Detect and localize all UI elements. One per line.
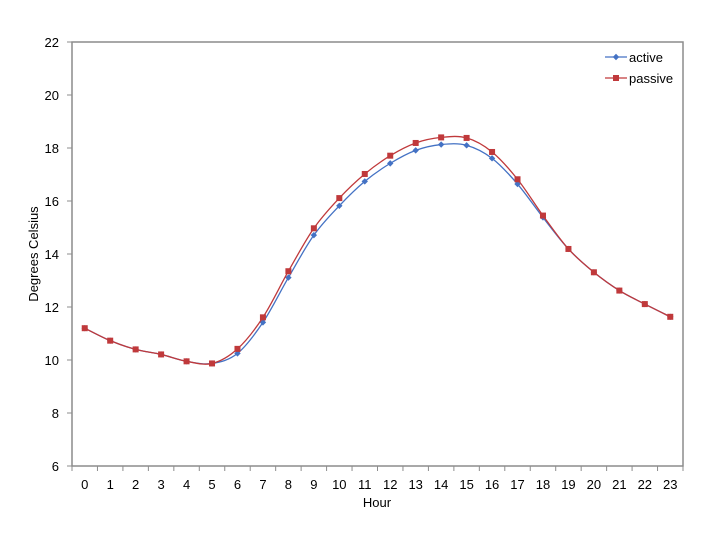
- x-tick-label: 19: [561, 477, 575, 492]
- passive-marker: [336, 195, 343, 202]
- active-marker: [285, 274, 292, 281]
- passive-marker: [285, 268, 292, 275]
- y-tick-label: 22: [45, 35, 59, 50]
- x-tick-label: 11: [358, 477, 372, 492]
- x-tick-label: 1: [107, 477, 114, 492]
- x-tick-label: 0: [81, 477, 88, 492]
- x-tick-label: 18: [536, 477, 550, 492]
- active-marker: [488, 155, 496, 162]
- x-tick-label: 4: [183, 477, 190, 492]
- x-tick-label: 10: [332, 477, 346, 492]
- x-tick-label: 7: [259, 477, 266, 492]
- plot-area: [71, 41, 684, 467]
- passive-marker: [361, 170, 368, 177]
- y-tick-label: 10: [45, 353, 59, 368]
- x-axis-title: Hour: [363, 495, 392, 510]
- legend-marker-icon: [612, 53, 620, 61]
- active-marker: [437, 141, 445, 148]
- x-tick-label: 12: [383, 477, 397, 492]
- legend-marker-icon: [613, 75, 619, 81]
- y-axis: 6 8 10 12 14 16 18 20 22: [45, 35, 72, 474]
- passive-marker: [310, 225, 317, 232]
- y-tick-label: 6: [52, 459, 59, 474]
- active-marker: [361, 178, 368, 185]
- legend-label: active: [629, 50, 663, 65]
- x-tick-label: 8: [285, 477, 292, 492]
- legend-item-passive: passive: [605, 71, 673, 86]
- passive-marker: [158, 351, 165, 358]
- legend: active passive: [605, 50, 673, 86]
- active-marker: [336, 202, 343, 209]
- legend-item-active: active: [605, 50, 663, 65]
- passive-marker: [565, 245, 572, 252]
- passive-marker: [107, 337, 114, 344]
- passive-marker: [387, 152, 394, 159]
- passive-marker: [81, 325, 88, 332]
- y-tick-label: 8: [52, 406, 59, 421]
- x-tick-label: 6: [234, 477, 241, 492]
- passive-marker: [539, 212, 546, 219]
- series-layer: [81, 134, 674, 367]
- passive-marker: [209, 360, 216, 367]
- y-tick-label: 18: [45, 141, 59, 156]
- y-tick-label: 16: [45, 194, 59, 209]
- x-tick-label: 9: [310, 477, 317, 492]
- active-marker: [463, 142, 470, 149]
- passive-marker: [489, 148, 496, 155]
- x-tick-label: 15: [459, 477, 473, 492]
- passive-marker: [667, 313, 674, 320]
- passive-marker: [590, 269, 597, 276]
- passive-marker: [616, 287, 623, 294]
- passive-marker: [234, 345, 241, 352]
- x-tick-label: 14: [434, 477, 448, 492]
- passive-marker: [259, 314, 266, 321]
- active-marker: [387, 160, 394, 167]
- passive-marker: [463, 134, 470, 141]
- x-tick-label: 16: [485, 477, 499, 492]
- y-tick-label: 14: [45, 247, 59, 262]
- legend-label: passive: [629, 71, 673, 86]
- y-tick-label: 20: [45, 88, 59, 103]
- active-marker: [310, 231, 318, 239]
- x-tick-label: 23: [663, 477, 677, 492]
- passive-marker: [438, 134, 445, 141]
- x-tick-label: 2: [132, 477, 139, 492]
- active-marker: [514, 180, 521, 188]
- x-tick-label: 20: [587, 477, 601, 492]
- passive-marker: [514, 176, 521, 183]
- x-axis: 0 1 2 3 4 5 6 7 8 9 10 11 12 13 14 15 16 17 18 19 20 21 22 23: [71, 466, 684, 492]
- x-tick-label: 13: [408, 477, 422, 492]
- y-tick-label: 12: [45, 300, 59, 315]
- y-axis-title: Degrees Celsius: [26, 206, 41, 302]
- passive-marker: [183, 358, 190, 365]
- passive-marker: [412, 139, 419, 146]
- x-tick-label: 3: [157, 477, 164, 492]
- passive-marker: [641, 301, 648, 308]
- x-tick-label: 17: [510, 477, 524, 492]
- x-tick-label: 5: [208, 477, 215, 492]
- x-tick-label: 21: [612, 477, 626, 492]
- x-tick-label: 22: [638, 477, 652, 492]
- series-passive: [81, 134, 674, 367]
- passive-marker: [132, 346, 139, 353]
- active-marker: [412, 147, 419, 154]
